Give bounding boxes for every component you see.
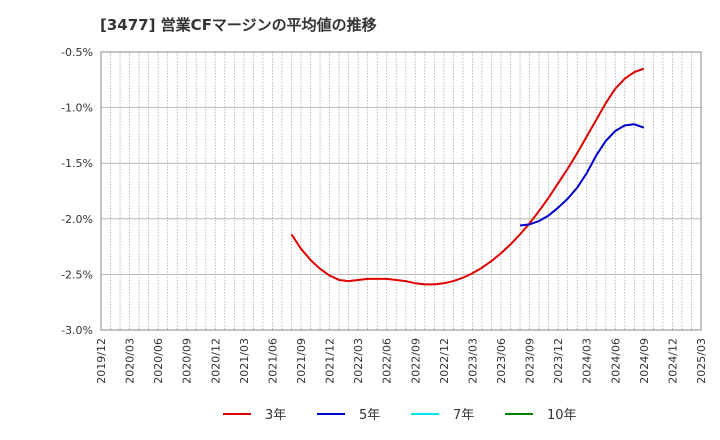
x-tick-label: 2025/03 <box>695 338 708 384</box>
grid-layer <box>101 51 701 331</box>
x-tick-label: 2023/09 <box>524 338 537 384</box>
y-tick-label: -1.0% <box>61 102 93 115</box>
x-tick-label: 2019/12 <box>95 338 108 384</box>
x-tick-label: 2021/12 <box>324 338 337 384</box>
x-tick-label: 2024/09 <box>638 338 651 384</box>
legend-label: 7年 <box>453 408 474 423</box>
chart-title: [3477] 営業CFマージンの平均値の推移 <box>100 16 377 34</box>
x-axis: 2019/12 2020/03 2020/06 2020/09 2020/12 2021/… <box>95 338 708 384</box>
y-axis: -0.5% -1.0% -1.5% -2.0% -2.5% -3.0% <box>61 46 93 337</box>
x-tick-label: 2022/06 <box>381 338 394 384</box>
x-tick-label: 2021/03 <box>238 338 251 384</box>
legend-label: 10年 <box>547 408 577 423</box>
x-tick-label: 2020/06 <box>152 338 165 384</box>
x-tick-label: 2023/03 <box>466 338 479 384</box>
x-tick-label: 2021/06 <box>266 338 279 384</box>
x-tick-label: 2022/03 <box>352 338 365 384</box>
x-tick-label: 2020/09 <box>181 338 194 384</box>
y-tick-label: -0.5% <box>61 46 93 59</box>
series-layer <box>290 67 645 286</box>
series-line-5年 <box>519 123 645 227</box>
y-tick-label: -2.5% <box>61 268 93 281</box>
series-line-3年 <box>290 67 645 286</box>
legend-label: 3年 <box>265 408 286 423</box>
x-tick-label: 2020/03 <box>124 338 137 384</box>
y-tick-label: -1.5% <box>61 157 93 170</box>
y-tick-label: -3.0% <box>61 324 93 337</box>
x-tick-label: 2024/12 <box>666 338 679 384</box>
x-tick-label: 2022/12 <box>438 338 451 384</box>
x-tick-label: 2020/12 <box>209 338 222 384</box>
plot-frame <box>100 51 702 331</box>
legend: 3年 5年 7年 10年 <box>223 408 577 423</box>
x-tick-label: 2022/09 <box>409 338 422 384</box>
x-tick-label: 2023/12 <box>552 338 565 384</box>
x-tick-label: 2024/06 <box>609 338 622 384</box>
legend-label: 5年 <box>359 408 380 423</box>
y-tick-label: -2.0% <box>61 213 93 226</box>
x-tick-label: 2024/03 <box>581 338 594 384</box>
x-tick-label: 2023/06 <box>495 338 508 384</box>
x-tick-label: 2021/09 <box>295 338 308 384</box>
